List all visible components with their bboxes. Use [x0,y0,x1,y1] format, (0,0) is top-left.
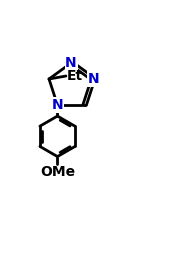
Text: OMe: OMe [40,165,75,179]
Text: N: N [52,98,63,112]
Text: N: N [65,56,77,70]
Text: Et: Et [67,69,83,83]
Text: N: N [87,72,99,86]
